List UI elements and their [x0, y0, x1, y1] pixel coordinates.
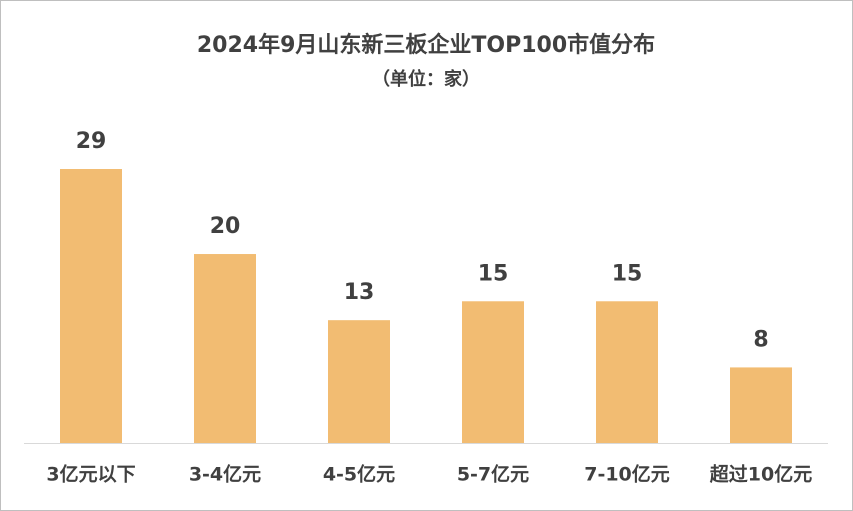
data-label: 15: [612, 261, 643, 286]
x-tick-label: 3-4亿元: [189, 463, 261, 486]
chart-subtitle: （单位：家）: [372, 68, 480, 90]
x-tick-label: 7-10亿元: [584, 463, 670, 486]
bar: [730, 367, 792, 443]
bar: [328, 320, 390, 443]
x-tick-label: 5-7亿元: [457, 463, 529, 486]
x-tick-label: 超过10亿元: [709, 463, 812, 486]
chart-title: 2024年9月山东新三板企业TOP100市值分布: [197, 32, 655, 58]
data-label: 13: [344, 280, 375, 305]
data-label: 20: [210, 214, 241, 239]
data-label: 15: [478, 261, 509, 286]
bar: [462, 301, 524, 443]
x-tick-label: 3亿元以下: [46, 463, 135, 486]
x-tick-label: 4-5亿元: [323, 463, 395, 486]
data-label: 8: [753, 327, 768, 352]
bar: [60, 169, 122, 443]
data-label: 29: [76, 129, 107, 154]
bar: [596, 301, 658, 443]
bar: [194, 254, 256, 443]
